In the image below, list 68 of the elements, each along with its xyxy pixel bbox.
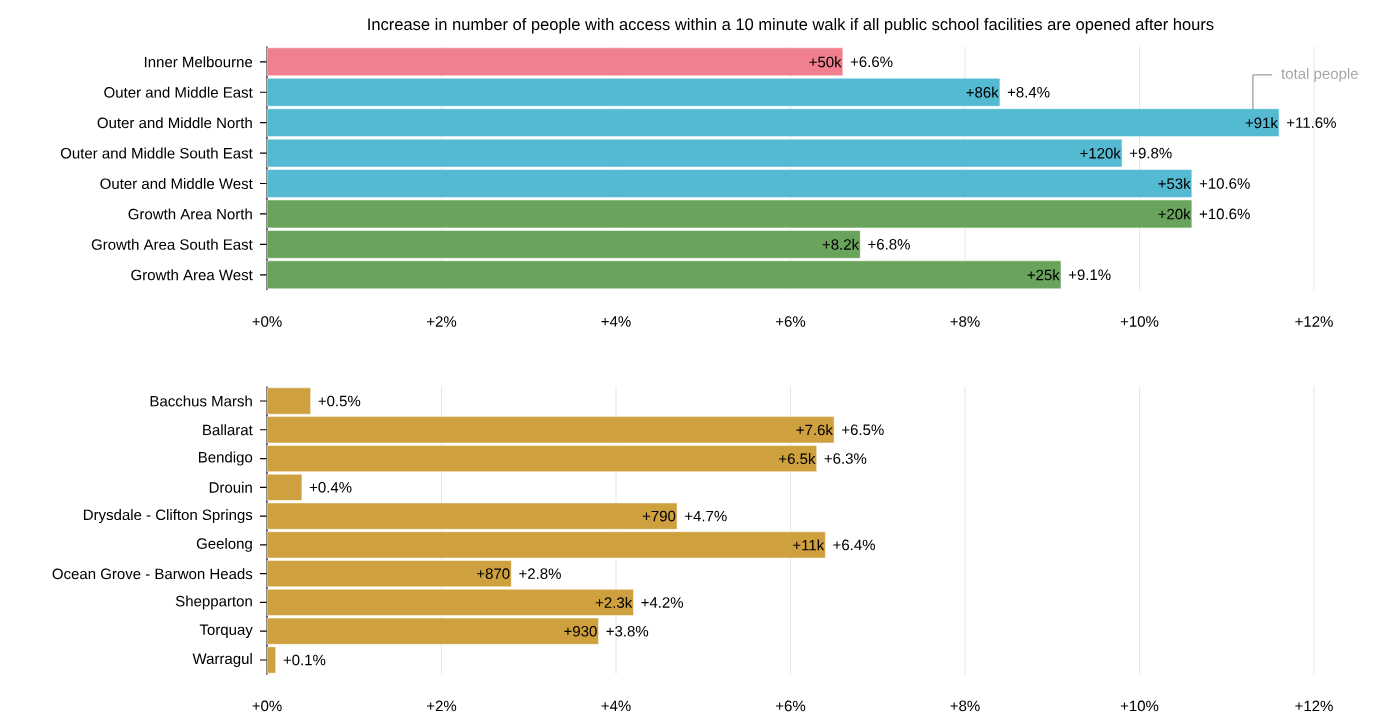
data-label: +10.6%: [1199, 208, 1250, 220]
annotation: +7.6k: [796, 424, 833, 436]
y-tick-label: Inner Melbourne: [144, 56, 253, 68]
annotation: total people: [1281, 67, 1358, 82]
data-label: +6.5%: [842, 424, 884, 436]
data-label: +6.4%: [833, 539, 876, 551]
chart-title: Increase in number of people with access within a 10 minute walk if all public school facilities are opened after hours: [368, 18, 1214, 34]
x-tick-label: +0%: [252, 700, 282, 712]
y-tick-label: Outer and Middle North: [97, 117, 252, 129]
y-tick-label: Bacchus Marsh: [150, 395, 252, 407]
data-label: +6.8%: [868, 239, 910, 250]
data-label: +3.8%: [606, 625, 649, 637]
data-label: +0.5%: [318, 395, 361, 407]
annotation: +790: [642, 510, 676, 522]
y-tick-label: Torquay: [199, 624, 253, 638]
y-tick-label: Outer and Middle East: [104, 86, 253, 98]
data-label: +2.8%: [519, 568, 561, 579]
x-tick-label: +2%: [427, 316, 457, 327]
y-tick-label: Shepparton: [175, 595, 252, 610]
annotation: +50k: [809, 56, 842, 68]
data-label: +4.7%: [685, 510, 727, 522]
data-label: +10.6%: [1199, 178, 1250, 189]
y-tick-label: Outer and Middle West: [100, 178, 253, 190]
annotation: +930: [564, 625, 597, 637]
data-label: +6.3%: [824, 453, 867, 464]
data-label: +4.2%: [641, 597, 684, 608]
annotation: +120k: [1080, 147, 1121, 159]
data-label: +11.6%: [1287, 117, 1336, 128]
annotation: +25k: [1027, 269, 1060, 281]
data-label: +9.1%: [1068, 269, 1111, 281]
y-tick-label: Drysdale - Clifton Springs: [83, 509, 253, 524]
y-tick-label: Bendigo: [198, 451, 253, 466]
x-tick-label: +8%: [950, 700, 980, 712]
x-tick-label: +10%: [1120, 316, 1159, 327]
y-tick-label: Growth Area West: [131, 269, 253, 281]
x-tick-label: +2%: [427, 700, 457, 712]
y-tick-label: Geelong: [196, 537, 252, 552]
data-label: +9.8%: [1129, 147, 1172, 159]
data-label: +0.1%: [283, 654, 326, 666]
y-tick-label: Outer and Middle South East: [60, 147, 253, 159]
annotation: +6.5k: [779, 453, 816, 465]
annotation: +11k: [793, 539, 825, 551]
annotation: +86k: [966, 86, 999, 98]
y-tick-label: Ballarat: [203, 424, 253, 436]
annotation: +2.3k: [595, 596, 633, 608]
y-tick-label: Drouin: [209, 481, 252, 493]
annotation: +53k: [1158, 178, 1191, 190]
annotation: +870: [477, 568, 510, 579]
bar: [266, 47, 844, 77]
annotation: +20k: [1158, 208, 1191, 220]
y-tick-label: Growth Area North: [128, 208, 252, 220]
x-tick-label: +0%: [252, 316, 282, 327]
x-tick-label: +6%: [776, 700, 806, 712]
y-tick-label: Growth Area South East: [91, 238, 253, 250]
data-label: +6.6%: [850, 56, 893, 68]
annotation: +8.2k: [822, 238, 860, 250]
x-tick-label: +4%: [601, 316, 631, 327]
annotation: +91k: [1245, 117, 1278, 129]
x-tick-label: +10%: [1120, 700, 1159, 712]
x-tick-label: +8%: [950, 316, 980, 327]
x-tick-label: +12%: [1295, 316, 1333, 327]
y-tick-label: Warragul: [192, 653, 252, 667]
x-tick-label: +4%: [601, 700, 631, 712]
data-label: +0.4%: [309, 482, 352, 493]
data-label: +8.4%: [1007, 86, 1050, 98]
x-tick-label: +6%: [776, 316, 806, 327]
y-tick-label: Ocean Grove - Barwon Heads: [52, 568, 253, 580]
x-tick-label: +12%: [1295, 700, 1333, 712]
